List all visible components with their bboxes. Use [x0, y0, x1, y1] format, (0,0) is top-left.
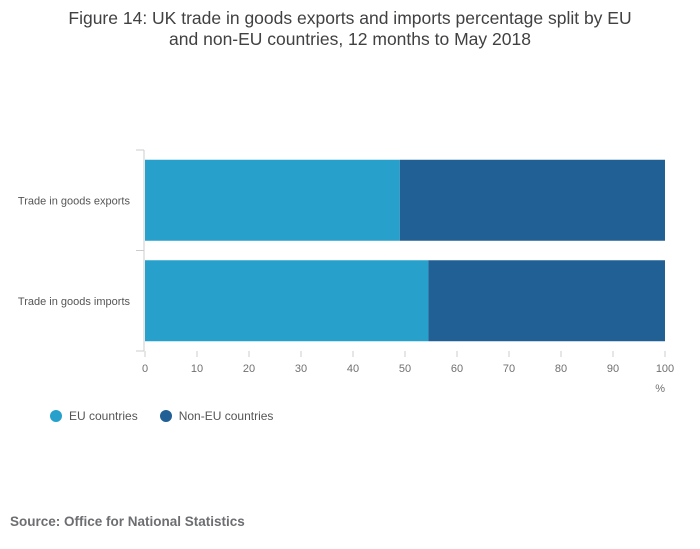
x-tick-label: 100 — [656, 363, 674, 375]
x-tick-label: 80 — [555, 363, 567, 375]
x-tick-label: 0 — [142, 363, 148, 375]
category-label: Trade in goods imports — [18, 296, 131, 308]
x-tick-label: 90 — [607, 363, 619, 375]
bar-eu-imports — [145, 260, 429, 342]
chart-legend: EU countries Non-EU countries — [50, 409, 295, 423]
x-tick-label: 70 — [503, 363, 515, 375]
x-tick-label: 10 — [191, 363, 203, 375]
chart-title-line-1: Figure 14: UK trade in goods exports and… — [68, 8, 632, 28]
x-tick-label: 60 — [451, 363, 463, 375]
bar-eu-exports — [145, 159, 400, 241]
category-label: Trade in goods exports — [18, 195, 131, 207]
legend-label-non-eu: Non-EU countries — [178, 409, 274, 423]
legend-item-eu[interactable]: EU countries — [50, 409, 138, 423]
legend-item-non-eu[interactable]: Non-EU countries — [159, 409, 274, 423]
x-axis-label: % — [655, 383, 665, 395]
chart-title: Figure 14: UK trade in goods exports and… — [20, 8, 680, 50]
source-note: Source: Office for National Statistics — [10, 514, 245, 529]
x-tick-label: 20 — [243, 363, 255, 375]
bar-non-eu-imports — [428, 260, 665, 342]
x-tick-label: 30 — [295, 363, 307, 375]
chart-title-line-2: and non-EU countries, 12 months to May 2… — [169, 29, 531, 49]
x-tick-label: 50 — [399, 363, 411, 375]
bar-non-eu-exports — [399, 159, 665, 241]
legend-label-eu: EU countries — [69, 409, 138, 423]
legend-swatch-eu — [50, 410, 62, 422]
x-tick-label: 40 — [347, 363, 359, 375]
legend-swatch-non-eu — [159, 410, 172, 422]
